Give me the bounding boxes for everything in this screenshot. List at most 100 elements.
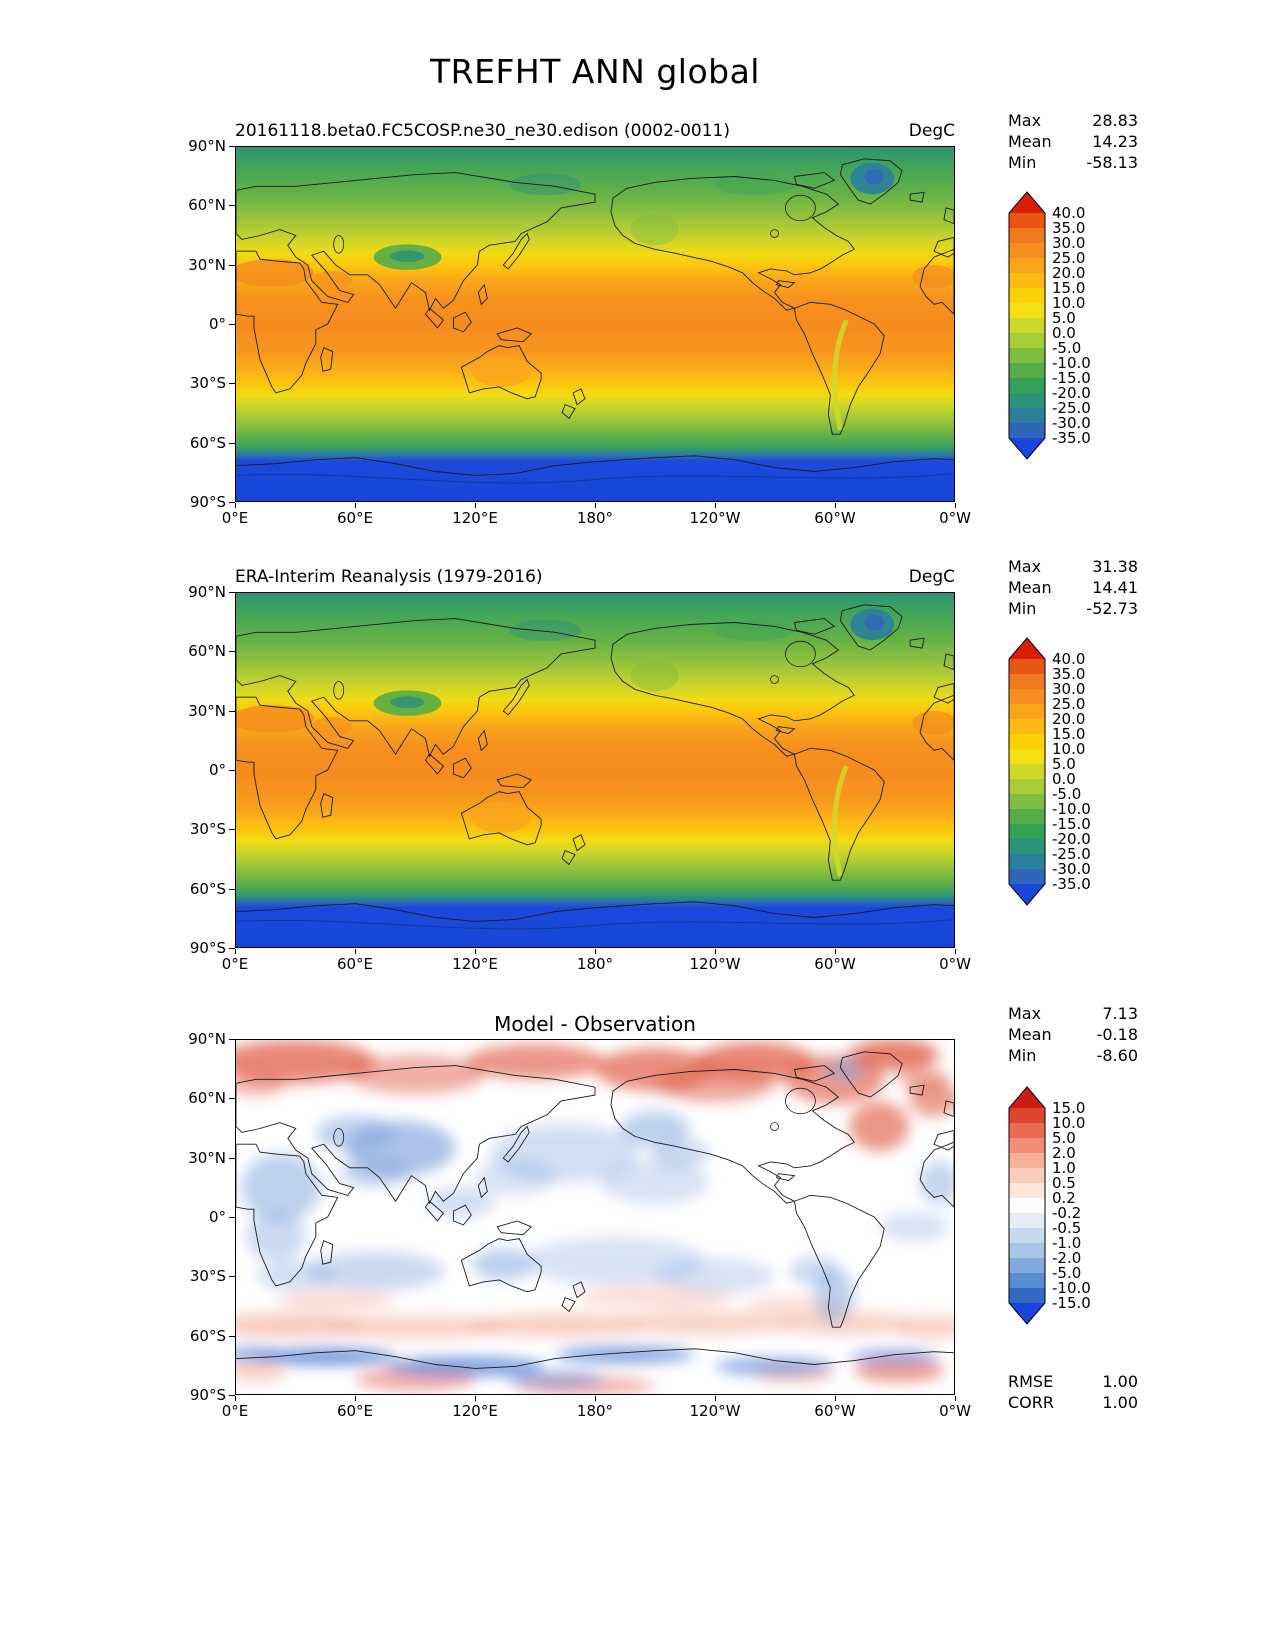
colorbar-tick-label: 0.5 (1052, 1174, 1076, 1192)
map-model (235, 146, 955, 502)
colorbar-tick-label: -15.0 (1052, 815, 1091, 833)
panel-header: ERA-Interim Reanalysis (1979-2016) DegC (235, 566, 955, 588)
axis-tick (229, 146, 235, 147)
colorbar-tick-label: -15.0 (1052, 1294, 1091, 1312)
axis-tick (229, 442, 235, 444)
colorbar-tick-labels: 40.0 35.0 30.0 25.0 20.0 15.0 10.0 5.0 0.0 -5.0 -1… (1052, 558, 1116, 1008)
axis-tick (229, 264, 235, 266)
coastline (460, 791, 542, 846)
coastline (236, 901, 954, 922)
coastline (793, 301, 885, 435)
y-tick-label: 60°S (189, 879, 226, 898)
stat-row-max: Max 7.13 (1008, 1003, 1138, 1024)
coastline (502, 1125, 530, 1163)
panel-header: Model - Observation (235, 1013, 955, 1035)
x-tick-label: 60°W (814, 955, 856, 973)
coastline (477, 729, 488, 752)
map-difference (235, 1039, 955, 1395)
stat-row-max: Max 31.38 (1008, 556, 1138, 577)
axis-tick (595, 503, 596, 508)
coastline (793, 1194, 885, 1328)
coastline (496, 1220, 532, 1236)
coastline (933, 1130, 954, 1151)
axis-tick (229, 651, 235, 653)
stat-value: -52.73 (1086, 599, 1138, 618)
coastline (477, 283, 488, 306)
colorbar-tick-label: 5.0 (1052, 1129, 1076, 1147)
stat-label: Min (1008, 153, 1037, 172)
panel-difference: Model - Observation 90°N 60°N 30°N 0° 30°S 60… (0, 1003, 1275, 1475)
coastline (933, 683, 954, 704)
stat-row-mean: Mean -0.18 (1008, 1024, 1138, 1045)
y-tick-label: 30°S (189, 820, 226, 839)
axis-tick (955, 503, 956, 508)
stats-block: Max 31.38 Mean 14.41 Min -52.73 (1008, 556, 1138, 619)
stat-row-min: Min -58.13 (1008, 152, 1138, 173)
y-tick-label: 0° (208, 761, 226, 779)
x-axis: 0°E 60°E 120°E 180° 120°W 60°W 0°W (222, 955, 971, 977)
x-tick-label: 60°E (336, 955, 374, 973)
x-tick-label: 120°W (689, 955, 741, 973)
coastline (943, 1100, 954, 1118)
panel-units-label: DegC (908, 121, 955, 141)
coastline (572, 834, 586, 852)
colorbar-tick-label: -20.0 (1052, 384, 1091, 402)
metric-label: CORR (1008, 1393, 1054, 1412)
coastline (236, 172, 596, 312)
colorbar-tick-label: 10.0 (1052, 1114, 1086, 1132)
colorbar-tick-label: -0.5 (1052, 1219, 1082, 1237)
coastline (452, 1204, 472, 1226)
y-tick-label: 60°N (188, 196, 226, 215)
colorbar-tick-label: 2.0 (1052, 1144, 1076, 1162)
coastline (236, 455, 954, 476)
coastline (424, 1200, 445, 1222)
colorbar-tick-label: -25.0 (1052, 399, 1091, 417)
colorbar-tick-label: -20.0 (1052, 830, 1091, 848)
axis-tick (715, 1396, 716, 1401)
coastline (496, 773, 532, 789)
x-tick-label: 0°E (221, 955, 249, 973)
x-tick-label: 180° (576, 509, 614, 527)
panel-reanalysis: ERA-Interim Reanalysis (1979-2016) DegC … (0, 556, 1275, 1008)
colorbar-tick-label: -10.0 (1052, 354, 1091, 372)
colorbar-tick-label: 10.0 (1052, 294, 1086, 312)
colorbar-tick-label: 20.0 (1052, 710, 1086, 728)
coastline (320, 792, 334, 818)
colorbar-tick-label: -1.0 (1052, 1234, 1082, 1252)
coastline (909, 191, 925, 203)
colorbar-tick-label: 1.0 (1052, 1159, 1076, 1177)
colorbar-tick-label: 15.0 (1052, 725, 1086, 743)
y-tick-label: 90°S (189, 1386, 226, 1404)
coastline (610, 622, 855, 757)
coastline (775, 726, 796, 735)
colorbar-tick-label: -25.0 (1052, 845, 1091, 863)
colorbar-tick-labels: 15.0 10.0 5.0 2.0 1.0 0.5 0.2 -0.2 -0.5 -1.0 -2.0-… (1052, 1005, 1116, 1475)
colorbar-tick-label: 20.0 (1052, 264, 1086, 282)
axis-tick (229, 1276, 235, 1278)
axis-tick (235, 503, 236, 508)
stat-row-max: Max 28.83 (1008, 110, 1138, 131)
stat-value: 7.13 (1102, 1004, 1138, 1023)
axis-tick (595, 949, 596, 954)
axis-tick (229, 1157, 235, 1159)
axis-tick (235, 1396, 236, 1401)
coastline (496, 327, 532, 343)
axis-tick (835, 503, 836, 508)
y-tick-label: 30°S (189, 1267, 226, 1286)
axis-tick (835, 949, 836, 954)
axis-tick (229, 1217, 235, 1218)
colorbar-tick-label: -10.0 (1052, 800, 1091, 818)
colorbar-tick-label: 15.0 (1052, 1099, 1086, 1117)
coastline (477, 1176, 488, 1199)
axis-tick (955, 1396, 956, 1401)
stat-value: 28.83 (1092, 111, 1138, 130)
axis-tick (835, 1396, 836, 1401)
panel-header: 20161118.beta0.FC5COSP.ne30_ne30.edison … (235, 120, 955, 142)
x-tick-label: 60°E (336, 1402, 374, 1420)
colorbar (1008, 191, 1046, 464)
coastline (793, 172, 836, 189)
stat-label: Mean (1008, 132, 1052, 151)
y-axis: 90°N 60°N 30°N 0° 30°S 60°S 90°S (148, 1005, 226, 1475)
axis-tick (475, 949, 476, 954)
